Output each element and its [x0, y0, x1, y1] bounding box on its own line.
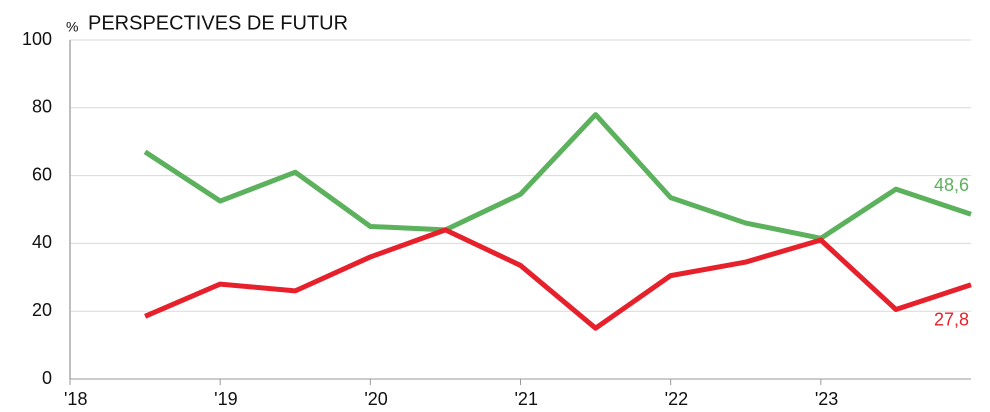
y-tick-label: 80: [32, 97, 52, 117]
x-tick-label: '20: [364, 389, 387, 409]
value-label: 27,8: [934, 310, 969, 330]
x-tick-label: '21: [515, 389, 538, 409]
chart-title: PERSPECTIVES DE FUTUR: [88, 12, 348, 34]
series-line: [144, 227, 972, 331]
x-tick-label: '22: [665, 389, 688, 409]
value-label: 48,6: [934, 175, 969, 195]
x-tick-label: '19: [214, 389, 237, 409]
y-unit: %: [66, 19, 78, 35]
y-tick-label: 60: [32, 164, 52, 184]
y-tick-label: 0: [42, 368, 52, 388]
x-tick-label: '18: [64, 389, 87, 409]
y-tick-label: 100: [22, 29, 52, 49]
y-tick-label: 40: [32, 232, 52, 252]
series-line: [143, 112, 972, 241]
x-tick-label: '23: [815, 389, 838, 409]
y-tick-label: 20: [32, 300, 52, 320]
